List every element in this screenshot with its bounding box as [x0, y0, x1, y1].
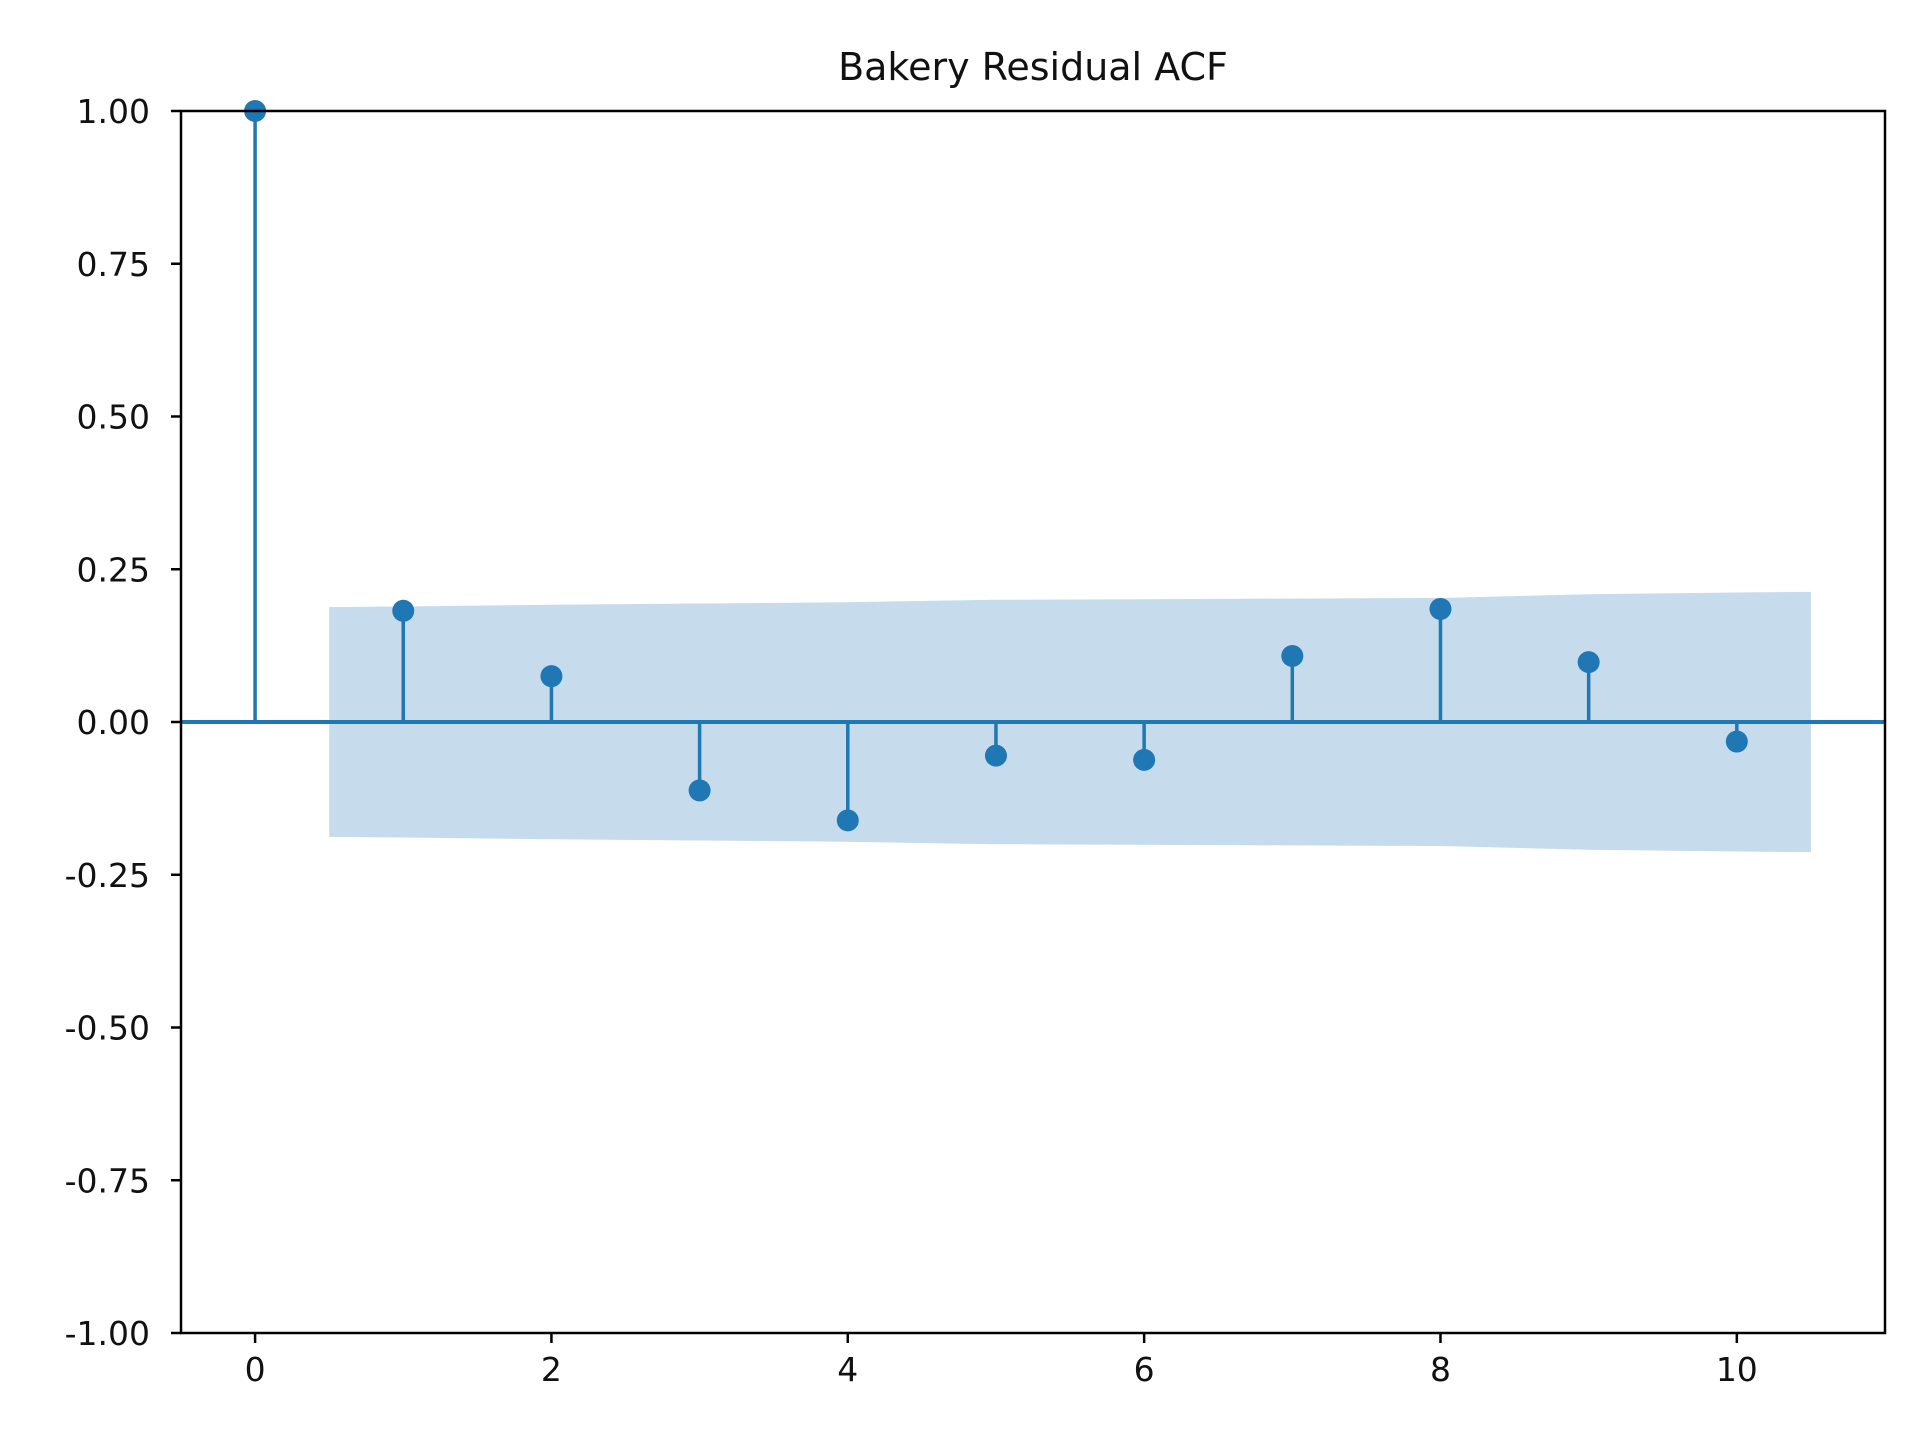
- x-tick-label: 10: [1716, 1350, 1758, 1389]
- y-tick-label: -1.00: [65, 1314, 150, 1353]
- x-tick-label: 0: [245, 1350, 266, 1389]
- acf-point-lag-10: [1725, 730, 1748, 753]
- acf-point-lag-9: [1577, 651, 1600, 674]
- x-axis: 0 2 4 6 8 10: [245, 1333, 1758, 1389]
- y-tick-label: 0.50: [77, 398, 150, 437]
- x-tick-label: 8: [1430, 1350, 1451, 1389]
- chart-title: Bakery Residual ACF: [838, 45, 1228, 89]
- acf-point-lag-4: [836, 809, 859, 832]
- x-tick-label: 2: [541, 1350, 562, 1389]
- x-tick-label: 4: [837, 1350, 858, 1389]
- x-tick-label: 6: [1134, 1350, 1155, 1389]
- y-tick-label: 0.25: [77, 550, 150, 589]
- y-axis: 1.00 0.75 0.50 0.25 0.00 -0.25 -0.50 -0.75 -1.00: [65, 92, 181, 1353]
- acf-point-lag-5: [984, 744, 1007, 767]
- acf-point-lag-2: [540, 665, 563, 688]
- stem-layer: [244, 100, 1748, 832]
- y-tick-label: 0.75: [77, 245, 150, 284]
- acf-point-lag-6: [1133, 748, 1156, 771]
- y-tick-label: -0.25: [65, 856, 150, 895]
- acf-point-lag-7: [1281, 645, 1304, 668]
- acf-point-lag-3: [688, 779, 711, 802]
- acf-point-lag-8: [1429, 597, 1452, 620]
- acf-point-lag-1: [392, 599, 415, 622]
- y-tick-label: 0.00: [77, 703, 150, 742]
- y-tick-label: 1.00: [77, 92, 150, 131]
- y-tick-label: -0.50: [65, 1009, 150, 1048]
- y-tick-label: -0.75: [65, 1161, 150, 1200]
